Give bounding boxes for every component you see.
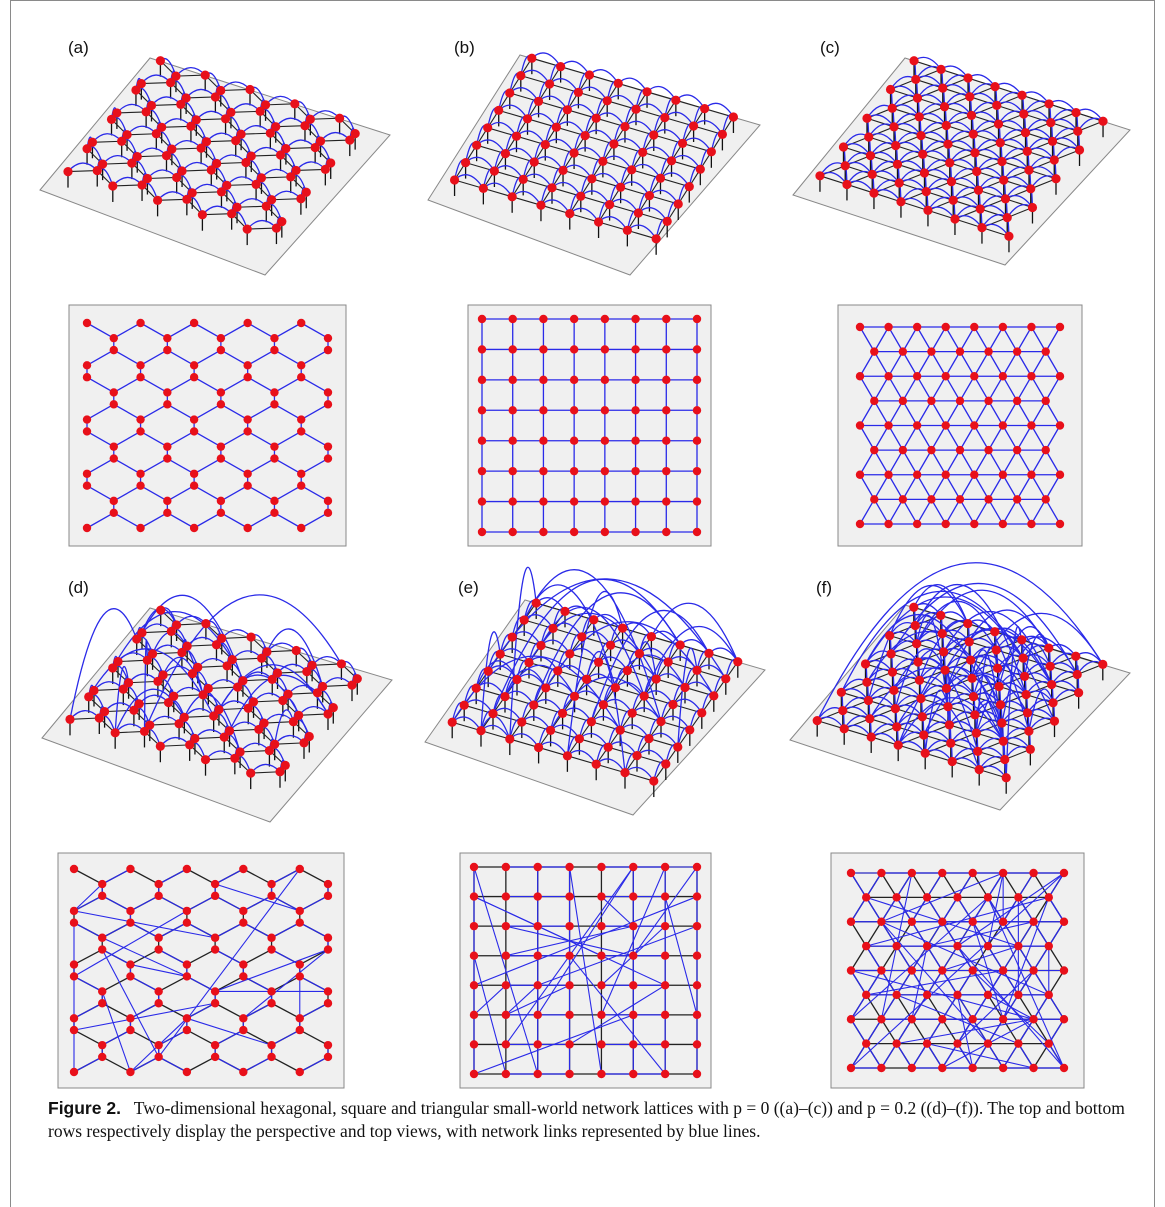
panel-label-b: (b) (454, 38, 475, 57)
frame-top-border (10, 0, 1155, 1)
panel-label-f: (f) (816, 578, 833, 597)
perspective-panel-d (41, 594, 393, 823)
panel-label-a: (a) (68, 38, 89, 57)
perspective-panel-f (789, 562, 1131, 811)
frame-left-border (10, 0, 11, 1207)
caption-label: Figure 2. (48, 1098, 121, 1118)
top-view-panel-e (459, 852, 712, 1089)
figure-graphics (39, 52, 1131, 1089)
top-view-panel-d (57, 852, 345, 1089)
top-view-panel-a (68, 304, 347, 547)
top-view-panel-c (837, 304, 1083, 547)
caption-text: Two-dimensional hexagonal, square and tr… (48, 1098, 1125, 1142)
perspective-panel-c (792, 56, 1131, 266)
top-view-panel-f (830, 852, 1085, 1089)
perspective-panel-b (427, 52, 761, 276)
perspective-panel-a (39, 56, 391, 276)
frame-right-border (1154, 0, 1155, 1207)
perspective-panel-e (424, 566, 766, 816)
panel-label-c: (c) (820, 38, 840, 57)
figure-caption: Figure 2. Two-dimensional hexagonal, squ… (48, 1097, 1133, 1144)
panel-label-d: (d) (68, 578, 89, 597)
panel-label-e: (e) (458, 578, 479, 597)
top-view-panel-b (467, 304, 712, 547)
